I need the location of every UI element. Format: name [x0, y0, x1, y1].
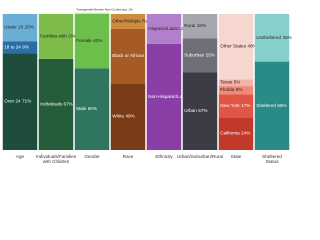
x-tick-label-line: Individuals/Families	[36, 154, 77, 159]
segment	[74, 14, 110, 69]
x-tick-label: Age	[16, 154, 25, 159]
segment-name: Suburban	[184, 53, 204, 58]
chart: Over 24 71% 18 to 24 9% Under 18 20% Age Indivi…	[2, 7, 292, 164]
segment	[218, 79, 254, 87]
segment-name: Texas	[220, 80, 233, 85]
segment-value: 48%	[248, 44, 257, 49]
segment-label: Rural 18%	[184, 23, 206, 28]
segment-name: Urban	[184, 108, 197, 113]
x-tick-label: Race	[123, 154, 134, 159]
x-tick-label: Ethnicity	[155, 154, 173, 159]
segment-value: 60%	[88, 106, 97, 111]
segment-label: Other States 48%	[220, 44, 257, 49]
segment-value: 9%	[22, 45, 29, 50]
segment-value: 49%	[126, 114, 135, 119]
segment-label: Over 24 71%	[4, 99, 31, 104]
x-tick-label-line: with Children	[43, 159, 70, 164]
segment-value: 35%	[283, 35, 292, 40]
segment	[2, 53, 38, 150]
segment-name: Individuals	[40, 102, 62, 107]
segment-label: 18 to 24 9%	[4, 45, 29, 50]
segment-label: Transgender/Gender Non-Conforming 1%	[76, 7, 133, 11]
segment-name: Black or African American	[112, 53, 165, 58]
segment-label: Texas 5%	[220, 80, 240, 85]
segment-name: Other/Multiple Races	[112, 19, 156, 24]
segment-name: Non-Hispanic/Latino	[148, 94, 190, 99]
segment	[74, 68, 110, 150]
segment	[218, 117, 254, 150]
segment-name: Rural	[184, 23, 195, 28]
segment	[38, 58, 74, 150]
segment-label: Unsheltered 35%	[256, 35, 291, 40]
segment	[38, 14, 74, 59]
segment-name: Female	[76, 38, 92, 43]
segment-label: Individuals 67%	[40, 102, 72, 107]
segment-value: 17%	[241, 103, 250, 108]
segment	[2, 14, 38, 42]
x-tick-label: State	[231, 154, 242, 159]
segment-name: Under 18	[4, 25, 23, 30]
segment-name: White	[112, 114, 124, 119]
segment-value: 40%	[93, 38, 102, 43]
x-tick-label: Individuals/Families with Children	[36, 154, 77, 164]
segment-name: Other States	[220, 44, 246, 49]
segment	[182, 14, 218, 39]
segment-name: California	[220, 131, 240, 136]
segment-name: 18 to 24	[4, 45, 21, 50]
segment-name: Sheltered	[256, 103, 276, 108]
x-tick-label: Gender	[84, 154, 100, 159]
segment-label: Under 18 20%	[4, 25, 34, 30]
segment	[110, 14, 146, 29]
segment-label: Female 40%	[76, 38, 102, 43]
segment-value: 65%	[277, 103, 286, 108]
segment	[110, 28, 146, 84]
segment-name: Hispanic/Latino	[148, 26, 180, 31]
segment-label: Sheltered 65%	[256, 103, 286, 108]
segment-value: 67%	[63, 102, 72, 107]
segment-value: 24%	[241, 131, 250, 136]
segment	[182, 72, 218, 150]
segment	[254, 14, 290, 62]
x-tick-label: Sheltered Status	[262, 154, 282, 164]
segment-value: 6%	[236, 87, 243, 92]
segment-value: 5%	[234, 80, 241, 85]
segment	[218, 86, 254, 95]
segment	[2, 41, 38, 54]
segment	[146, 14, 182, 44]
segment-label: White 49%	[112, 114, 134, 119]
segment-value: 57%	[198, 108, 207, 113]
segment	[254, 61, 290, 150]
segment-label: New York 17%	[220, 103, 250, 108]
segment-name: Male	[76, 106, 86, 111]
segment	[218, 94, 254, 118]
segment-name: Transgender/Gender Non-Conforming	[76, 7, 127, 11]
segment-label: Suburban 25%	[184, 53, 215, 58]
segment-name: New York	[220, 103, 240, 108]
x-tick-label-line: Status	[265, 159, 279, 164]
segment	[74, 12, 110, 14]
segment-value: 25%	[206, 53, 215, 58]
segment	[146, 43, 182, 150]
segment-name: Florida	[220, 87, 234, 92]
segment	[110, 83, 146, 150]
segment	[218, 14, 254, 80]
segment-name: Unsheltered	[256, 35, 281, 40]
segment-name: Over 24	[4, 99, 21, 104]
x-tick-label: Urban/Suburban/Rural	[177, 154, 223, 159]
segment-label: Urban 57%	[184, 108, 207, 113]
x-tick-label-line: Sheltered	[262, 154, 282, 159]
segment-label: California 24%	[220, 131, 250, 136]
segment-value: 20%	[25, 25, 34, 30]
segment-value: 18%	[197, 23, 206, 28]
segment-label: Florida 6%	[220, 87, 242, 92]
segment-value: 1%	[128, 7, 133, 11]
segment-value: 71%	[22, 99, 31, 104]
segment-name: Families with Children	[40, 34, 85, 39]
segment-label: Male 60%	[76, 106, 97, 111]
segment	[182, 38, 218, 73]
